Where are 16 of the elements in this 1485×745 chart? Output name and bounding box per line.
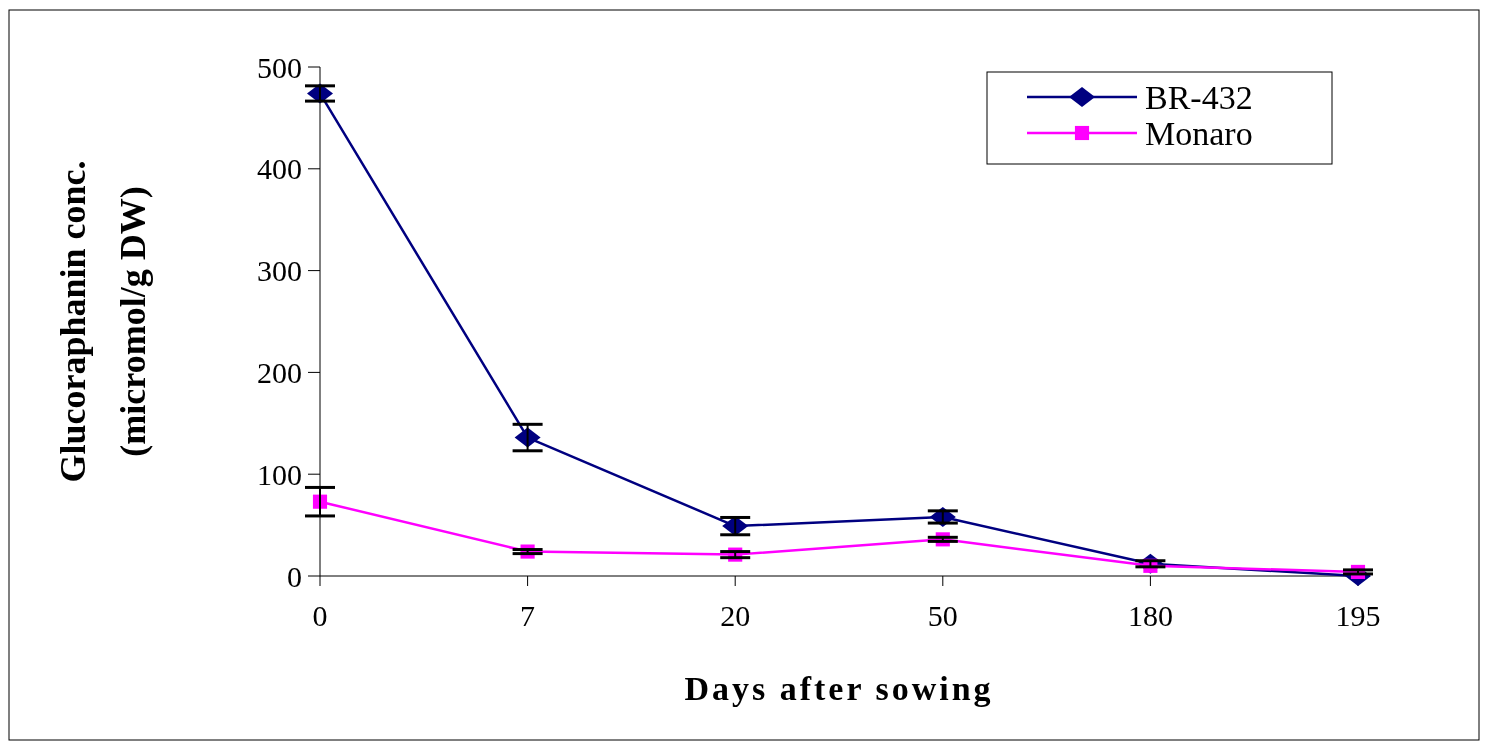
legend-label: BR-432 <box>1145 78 1253 116</box>
x-tick-label: 7 <box>520 599 536 632</box>
x-tick-label: 20 <box>720 599 751 632</box>
y-tick-label: 0 <box>287 559 302 593</box>
x-axis-title: Days after sowing <box>684 670 994 707</box>
x-tick-label: 195 <box>1335 599 1381 632</box>
y-tick-label: 300 <box>257 254 302 288</box>
y-tick-label: 400 <box>257 152 302 186</box>
x-tick-label: 180 <box>1127 599 1173 632</box>
y-axis-title: Glucoraphanin conc. (micromol/g DW) <box>53 160 153 483</box>
x-tick-label: 0 <box>312 599 328 632</box>
y-tick-label: 500 <box>257 50 302 84</box>
y-tick-label: 100 <box>257 457 302 491</box>
y-tick-label: 200 <box>257 355 302 389</box>
legend-label: Monaro <box>1145 114 1253 152</box>
x-tick-label: 50 <box>927 599 958 632</box>
